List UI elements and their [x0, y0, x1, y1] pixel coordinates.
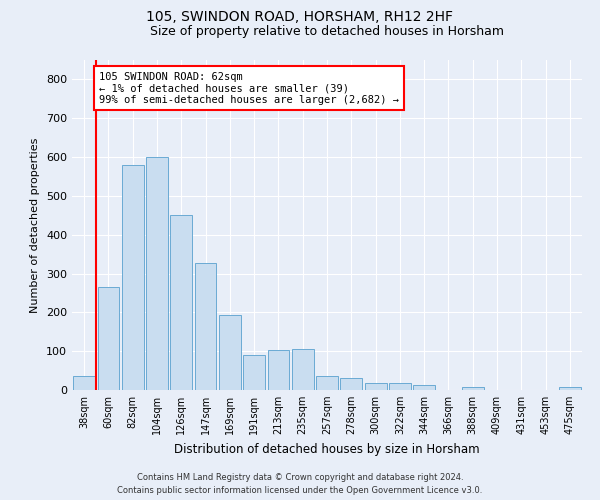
Title: Size of property relative to detached houses in Horsham: Size of property relative to detached ho… [150, 25, 504, 38]
Bar [462, 387, 484, 390]
Bar [122, 165, 143, 390]
Bar [243, 355, 265, 390]
Bar [194, 262, 217, 390]
Bar [389, 384, 411, 390]
Bar [413, 385, 435, 390]
Y-axis label: Number of detached properties: Number of detached properties [31, 138, 40, 312]
Text: 105 SWINDON ROAD: 62sqm
← 1% of detached houses are smaller (39)
99% of semi-det: 105 SWINDON ROAD: 62sqm ← 1% of detached… [99, 72, 399, 105]
Bar [170, 216, 192, 390]
Text: Contains HM Land Registry data © Crown copyright and database right 2024.
Contai: Contains HM Land Registry data © Crown c… [118, 474, 482, 495]
Bar [219, 315, 241, 390]
Text: 105, SWINDON ROAD, HORSHAM, RH12 2HF: 105, SWINDON ROAD, HORSHAM, RH12 2HF [146, 10, 454, 24]
Bar [73, 376, 95, 390]
Bar [559, 387, 581, 390]
Bar [292, 349, 314, 390]
Bar [146, 157, 168, 390]
Bar [97, 287, 119, 390]
Bar [340, 378, 362, 390]
Bar [268, 350, 289, 390]
X-axis label: Distribution of detached houses by size in Horsham: Distribution of detached houses by size … [174, 442, 480, 456]
Bar [316, 376, 338, 390]
Bar [365, 383, 386, 390]
